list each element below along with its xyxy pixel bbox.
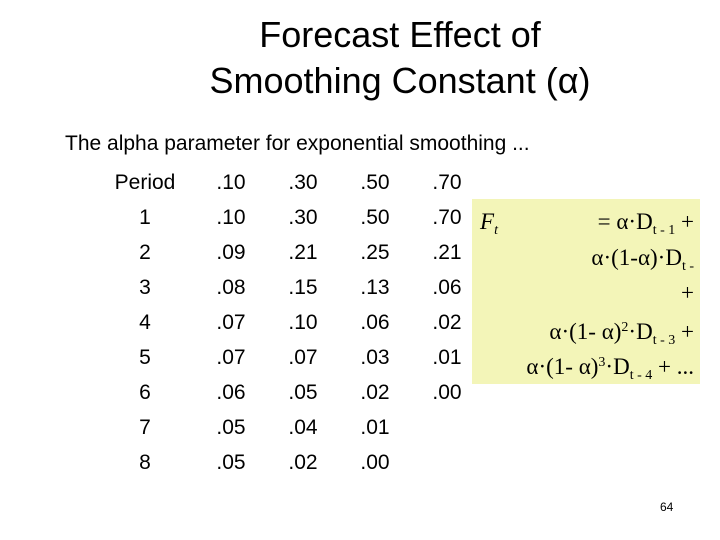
weight-cell: [411, 445, 483, 480]
weight-cell: .05: [216, 415, 246, 439]
weight-cell: .05: [288, 380, 318, 404]
formula-d2-sub: t -: [681, 259, 694, 274]
weight-cell: .03: [360, 345, 390, 369]
header-period: Period: [114, 170, 176, 194]
weight-cell: .07: [216, 310, 246, 334]
formula-d3-sub: t - 3: [652, 333, 676, 348]
weight-cell: .02: [432, 310, 462, 334]
formula-f: F: [480, 209, 495, 234]
weight-cell: .30: [288, 205, 318, 229]
table-row: 4 .07 .10 .06 .02: [95, 305, 483, 340]
period-cell: 3: [139, 275, 151, 299]
weight-cell: .00: [432, 380, 462, 404]
formula-alpha-d: = α·D: [597, 209, 653, 234]
header-alpha-30: .30: [288, 170, 318, 194]
formula-d1-sub: t - 1: [652, 223, 676, 238]
weight-cell: .09: [216, 240, 246, 264]
weight-cell: [411, 410, 483, 445]
intro-text: The alpha parameter for exponential smoo…: [65, 132, 530, 155]
weight-cell: .02: [360, 380, 390, 404]
weight-cell: .10: [288, 310, 318, 334]
weight-cell: .01: [360, 415, 390, 439]
formula-plus-3: +: [681, 319, 694, 344]
period-cell: 2: [139, 240, 151, 264]
period-cell: 5: [139, 345, 151, 369]
weights-table: Period .10 .30 .50 .70 1 .10 .30 .50 .70…: [95, 165, 483, 480]
formula-exp-3: 3: [598, 355, 606, 370]
weight-cell: .06: [216, 380, 246, 404]
weight-cell: .25: [360, 240, 390, 264]
weight-cell: .21: [288, 240, 318, 264]
formula-term-4: α·(1- α): [526, 354, 599, 379]
weight-cell: .01: [432, 345, 462, 369]
table-row: 8 .05 .02 .00: [95, 445, 483, 480]
page-number: 64: [660, 500, 674, 514]
header-alpha-50: .50: [360, 170, 390, 194]
weight-cell: .07: [216, 345, 246, 369]
formula-d3: ·D: [628, 319, 653, 344]
header-alpha-70: .70: [432, 170, 462, 194]
formula-exp-2: 2: [621, 320, 629, 335]
formula-line-3: +: [681, 274, 694, 311]
weight-cell: .07: [288, 345, 318, 369]
table-row: 3 .08 .15 .13 .06: [95, 270, 483, 305]
weight-cell: .70: [432, 205, 462, 229]
slide-title: Forecast Effect of Smoothing Constant (α…: [0, 12, 720, 104]
table-row: 6 .06 .05 .02 .00: [95, 375, 483, 410]
title-line-2: Smoothing Constant (α): [209, 60, 591, 101]
period-cell: 1: [139, 205, 151, 229]
formula-plus-1: +: [681, 209, 694, 234]
formula-line-1-rhs: = α·Dt - 1 +: [598, 203, 694, 249]
period-cell: 6: [139, 380, 151, 404]
formula-d4: ·D: [605, 354, 630, 379]
formula-line-4: α·(1- α)2·Dt - 3 +: [549, 309, 694, 359]
formula-tail: + ...: [658, 354, 694, 379]
weight-cell: .15: [288, 275, 318, 299]
weight-cell: .00: [360, 450, 390, 474]
weight-cell: .21: [432, 240, 462, 264]
formula-d4-sub: t - 4: [629, 368, 653, 383]
formula-term-2: α·(1-α)·D: [591, 245, 682, 270]
title-line-1: Forecast Effect of: [259, 14, 541, 55]
weight-cell: .02: [288, 450, 318, 474]
table-row: 5 .07 .07 .03 .01: [95, 340, 483, 375]
weight-cell: .06: [432, 275, 462, 299]
table-row: 7 .05 .04 .01: [95, 410, 483, 445]
period-cell: 8: [139, 450, 151, 474]
formula-line-1: Ft: [480, 203, 498, 249]
weight-cell: .10: [216, 205, 246, 229]
weight-cell: .04: [288, 415, 318, 439]
table-header-row: Period .10 .30 .50 .70: [95, 165, 483, 200]
table-row: 1 .10 .30 .50 .70: [95, 200, 483, 235]
period-cell: 4: [139, 310, 151, 334]
weight-cell: .50: [360, 205, 390, 229]
formula-line-2: α·(1-α)·Dt -: [591, 239, 694, 285]
formula-f-sub: t: [494, 223, 498, 238]
weight-cell: .06: [360, 310, 390, 334]
weight-cell: .13: [360, 275, 390, 299]
header-alpha-10: .10: [216, 170, 246, 194]
formula-term-3: α·(1- α): [549, 319, 622, 344]
formula-box: Ft = α·Dt - 1 + α·(1-α)·Dt - + α·(1- α)2…: [472, 199, 700, 384]
weight-cell: .05: [216, 450, 246, 474]
table-row: 2 .09 .21 .25 .21: [95, 235, 483, 270]
period-cell: 7: [139, 415, 151, 439]
formula-plus-2: +: [681, 280, 694, 305]
formula-line-5: α·(1- α)3·Dt - 4 + ...: [526, 344, 694, 394]
weight-cell: .08: [216, 275, 246, 299]
